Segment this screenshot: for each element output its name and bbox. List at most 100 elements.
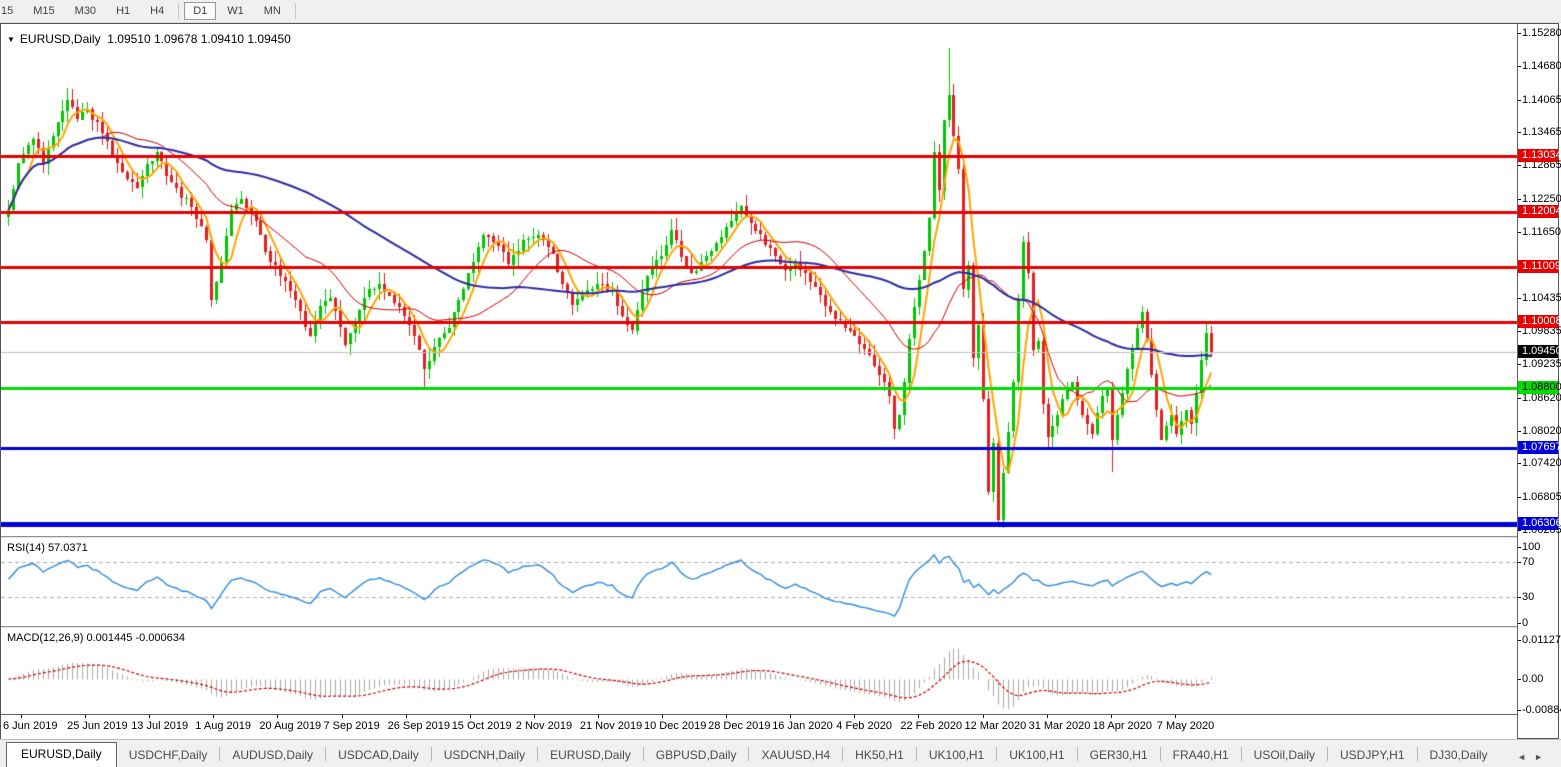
chart-tab-FRA40-H1-12[interactable]: FRA40,H1 bbox=[1172, 748, 1229, 762]
chevron-down-icon[interactable]: ▼ bbox=[7, 35, 15, 44]
timeframe-button-D1[interactable]: D1 bbox=[184, 2, 217, 20]
rsi-splitter[interactable] bbox=[1, 536, 1558, 538]
price-axis-separator bbox=[1517, 24, 1518, 738]
tab-divider bbox=[1159, 747, 1161, 761]
macd-chart-canvas[interactable] bbox=[1, 628, 1517, 714]
axis-tick bbox=[1518, 562, 1521, 563]
timeframe-button-H4[interactable]: H4 bbox=[150, 5, 165, 17]
time-axis-label: 13 Jul 2019 bbox=[131, 720, 189, 732]
chart-title-symbol: EURUSD,Daily bbox=[19, 32, 101, 46]
axis-tick bbox=[1518, 66, 1521, 67]
tab-divider bbox=[1416, 747, 1418, 761]
macd-splitter[interactable] bbox=[1, 626, 1558, 628]
price-axis-label: 1.09235 bbox=[1518, 358, 1561, 370]
time-axis-tick bbox=[854, 715, 856, 718]
tab-divider bbox=[915, 747, 917, 761]
time-axis-label: 12 Mar 2020 bbox=[964, 720, 1027, 732]
time-axis-label: 20 Aug 2019 bbox=[259, 720, 322, 732]
time-axis-label: 1 Aug 2019 bbox=[195, 720, 251, 732]
price-line-badge-1.12004: 1.12004 bbox=[1518, 205, 1561, 218]
chart-tab-EURUSD-Daily-5[interactable]: EURUSD,Daily bbox=[550, 748, 631, 762]
timeframe-button-H1[interactable]: H1 bbox=[116, 5, 131, 17]
price-axis-label: 0.011277 bbox=[1518, 634, 1561, 646]
tab-divider bbox=[430, 747, 432, 761]
axis-tick bbox=[1518, 165, 1521, 166]
time-axis-tick bbox=[533, 715, 535, 718]
price-line-badge-1.06306: 1.06306 bbox=[1518, 517, 1561, 530]
macd-label: MACD(12,26,9) 0.001445 -0.000634 bbox=[7, 632, 185, 644]
price-axis[interactable]: 1.15280 1.14680 1.14065 1.13465 1.12865 1.122… bbox=[1518, 24, 1561, 738]
time-axis-tick bbox=[726, 715, 728, 718]
axis-tick bbox=[1518, 298, 1521, 299]
chart-tab-XAUUSD-H4-7[interactable]: XAUUSD,H4 bbox=[761, 748, 831, 762]
toolbar-divider bbox=[178, 3, 180, 19]
axis-tick bbox=[1518, 497, 1521, 498]
chart-title-ohlc: 1.09510 1.09678 1.09410 1.09450 bbox=[107, 32, 291, 46]
price-chart-canvas[interactable] bbox=[1, 24, 1517, 536]
chart-tab-EURUSD-Daily-0[interactable]: EURUSD,Daily bbox=[6, 742, 117, 767]
rsi-chart-canvas[interactable] bbox=[1, 538, 1517, 626]
tab-divider bbox=[325, 747, 327, 761]
price-axis-label: 1.08020 bbox=[1518, 425, 1561, 437]
price-axis-label: 0.00 bbox=[1518, 673, 1543, 685]
chart-tab-USOil-Daily-13[interactable]: USOil,Daily bbox=[1253, 748, 1316, 762]
price-axis-label: 0 bbox=[1518, 617, 1528, 629]
time-axis-label: 6 Jun 2019 bbox=[3, 720, 58, 732]
axis-tick bbox=[1518, 100, 1521, 101]
chart-tab-DJ30-Daily-15[interactable]: DJ30,Daily bbox=[1429, 748, 1488, 762]
timeframe-button-15[interactable]: 15 bbox=[1, 5, 14, 17]
price-axis-label: 1.14680 bbox=[1518, 60, 1561, 72]
chart-tab-USDCAD-Daily-3[interactable]: USDCAD,Daily bbox=[338, 748, 419, 762]
time-axis-tick bbox=[149, 715, 151, 718]
time-axis-label: 28 Dec 2019 bbox=[708, 720, 771, 732]
time-axis-tick bbox=[1174, 715, 1176, 718]
time-axis[interactable]: 6 Jun 2019 25 Jun 2019 13 Jul 2019 1 Aug 20… bbox=[1, 714, 1517, 739]
price-line-badge-1.08800: 1.08800 bbox=[1518, 381, 1561, 394]
price-axis-label: 1.12250 bbox=[1518, 193, 1561, 205]
time-axis-label: 16 Jan 2020 bbox=[772, 720, 833, 732]
time-axis-tick bbox=[21, 715, 22, 718]
chart-tab-GER30-H1-11[interactable]: GER30,H1 bbox=[1089, 748, 1148, 762]
time-axis-label: 7 Sep 2019 bbox=[323, 720, 380, 732]
time-axis-tick bbox=[918, 715, 920, 718]
timeframe-button-M15[interactable]: M15 bbox=[33, 5, 55, 17]
time-axis-tick bbox=[213, 715, 215, 718]
chart-title: ▼ EURUSD,Daily 1.09510 1.09678 1.09410 1.… bbox=[7, 32, 291, 46]
timeframe-button-W1[interactable]: W1 bbox=[227, 5, 244, 17]
tabs-scroll-left-icon[interactable]: ◄ bbox=[1517, 752, 1535, 762]
time-axis-label: 15 Oct 2019 bbox=[451, 720, 512, 732]
timeframe-button-M30[interactable]: M30 bbox=[74, 5, 97, 17]
time-axis-label: 10 Dec 2019 bbox=[644, 720, 707, 732]
tab-divider bbox=[1240, 747, 1242, 761]
chart-tab-GBPUSD-Daily-6[interactable]: GBPUSD,Daily bbox=[655, 748, 737, 762]
chart-tab-UK100-H1-9[interactable]: UK100,H1 bbox=[928, 748, 985, 762]
price-axis-label: 30 bbox=[1518, 591, 1534, 603]
tab-divider bbox=[1327, 747, 1329, 761]
chart-window: ▼ EURUSD,Daily 1.09510 1.09678 1.09410 1.… bbox=[0, 23, 1561, 739]
axis-tick bbox=[1518, 398, 1521, 399]
axis-tick bbox=[1518, 132, 1521, 133]
price-line-badge-1.11009: 1.11009 bbox=[1518, 260, 1561, 273]
chart-tab-USDCHF-Daily-1[interactable]: USDCHF,Daily bbox=[128, 748, 208, 762]
rsi-label: RSI(14) 57.0371 bbox=[7, 542, 88, 554]
time-axis-label: 18 Apr 2020 bbox=[1092, 720, 1153, 732]
timeframe-toolbar: 15 M15 M30 H1 H4 D1 W1 MN bbox=[0, 0, 1561, 23]
chart-tab-AUDUSD-Daily-2[interactable]: AUDUSD,Daily bbox=[232, 748, 314, 762]
axis-tick bbox=[1518, 547, 1521, 548]
chart-tab-USDJPY-H1-14[interactable]: USDJPY,H1 bbox=[1340, 748, 1405, 762]
price-axis-label: 1.14065 bbox=[1518, 94, 1561, 106]
time-axis-label: 2 Nov 2019 bbox=[515, 720, 573, 732]
tab-divider bbox=[996, 747, 998, 761]
price-axis-label: 1.10435 bbox=[1518, 292, 1561, 304]
tabs-scroll-right-icon[interactable]: ► bbox=[1534, 752, 1551, 762]
price-axis-label: 1.12865 bbox=[1518, 159, 1561, 171]
price-line-badge-1.10008: 1.10008 bbox=[1518, 315, 1561, 328]
time-axis-tick bbox=[85, 715, 87, 718]
axis-tick bbox=[1518, 530, 1521, 531]
time-axis-label: 31 Mar 2020 bbox=[1028, 720, 1091, 732]
chart-tab-HK50-H1-8[interactable]: HK50,H1 bbox=[855, 748, 904, 762]
chart-tab-USDCNH-Daily-4[interactable]: USDCNH,Daily bbox=[443, 748, 526, 762]
timeframe-button-MN[interactable]: MN bbox=[263, 5, 281, 17]
chart-tab-UK100-H1-10[interactable]: UK100,H1 bbox=[1009, 748, 1065, 762]
time-axis-tick bbox=[982, 715, 984, 718]
